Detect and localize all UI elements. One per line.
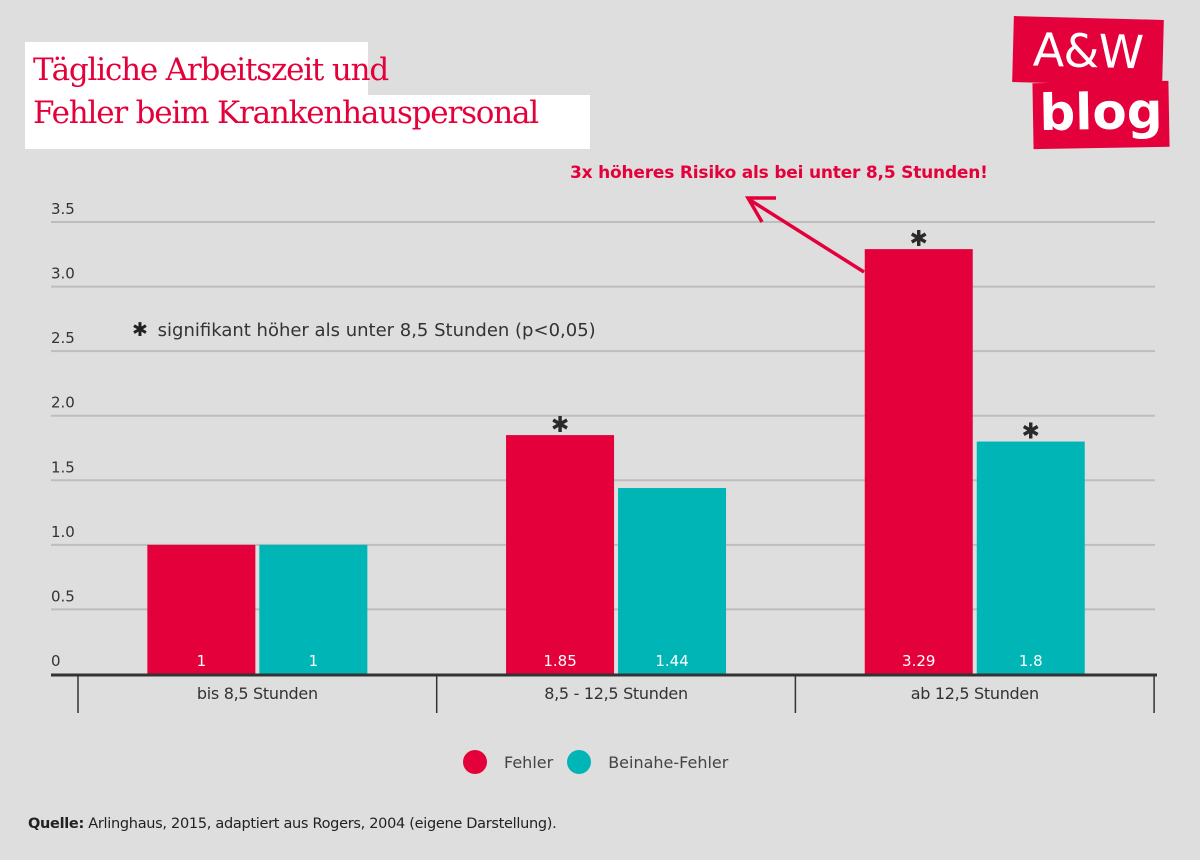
legend-swatch-fehler — [463, 750, 487, 774]
bar-fehler — [147, 544, 256, 674]
bar-beinahe-fehler — [259, 544, 368, 674]
significance-asterisk-icon: ✱ — [551, 413, 569, 438]
source-citation: Quelle: Arlinghaus, 2015, adaptiert aus … — [28, 816, 557, 832]
legend-item-fehler: Fehler — [463, 750, 553, 774]
legend-swatch-beinahe-fehler — [567, 750, 592, 774]
chart-title-line-2: Fehler beim Krankenhauspersonal — [33, 95, 539, 131]
bar-value-label: 1 — [309, 652, 319, 670]
arrow-head-icon — [744, 196, 776, 223]
y-tick-label: 1.5 — [51, 458, 75, 476]
y-tick-label: 1.0 — [51, 523, 75, 541]
y-tick-label: 3.5 — [51, 200, 75, 218]
x-category-label: 8,5 - 12,5 Stunden — [544, 684, 688, 703]
bar-value-label: 1 — [197, 652, 207, 670]
legend-label-fehler: Fehler — [504, 752, 554, 772]
y-tick-label: 0.5 — [51, 587, 75, 605]
y-tick-label: 2.0 — [51, 394, 75, 412]
bar-value-label: 1.85 — [543, 652, 576, 670]
significance-note: ✱ signifikant höher als unter 8,5 Stunde… — [132, 319, 596, 341]
y-tick-label: 2.5 — [51, 329, 75, 347]
legend-label-beinahe-fehler: Beinahe-Fehler — [608, 752, 729, 772]
legend-item-beinahe-fehler: Beinahe-Fehler — [567, 750, 728, 774]
y-axis-tick-labels: 0 0.5 1.0 1.5 2.0 2.5 3.0 3.5 — [51, 200, 75, 670]
title-background-top — [25, 42, 368, 97]
significance-asterisk-icon: ✱ — [1022, 420, 1040, 445]
annotation-arrow — [744, 196, 865, 274]
bar-beinahe-fehler — [976, 441, 1085, 674]
x-category-label: bis 8,5 Stunden — [197, 684, 318, 703]
bars: 1 1 1.85 ✱ 1.44 3.29 ✱ 1.8 ✱ — [147, 227, 1085, 674]
y-tick-label: 3.0 — [51, 265, 75, 283]
asterisk-icon: ✱ — [132, 319, 148, 341]
bar-value-label: 1.8 — [1019, 652, 1043, 670]
x-axis: bis 8,5 Stunden 8,5 - 12,5 Stunden ab 12,5… — [51, 673, 1157, 713]
arrow-shaft — [749, 198, 865, 274]
legend: Fehler Beinahe-Fehler — [463, 750, 742, 774]
x-category-label: ab 12,5 Stunden — [911, 684, 1039, 703]
bar-value-label: 3.29 — [902, 652, 935, 670]
bar-beinahe-fehler — [618, 488, 727, 674]
bar-value-label: 1.44 — [655, 652, 688, 670]
significance-note-text: signifikant höher als unter 8,5 Stunden … — [157, 320, 596, 341]
source-label: Quelle: — [28, 816, 84, 832]
risk-annotation: 3x höheres Risiko als bei unter 8,5 Stun… — [570, 163, 988, 183]
bar-fehler — [506, 435, 615, 674]
bar-fehler — [864, 249, 973, 674]
significance-asterisk-icon: ✱ — [910, 227, 928, 252]
y-tick-label: 0 — [51, 652, 61, 670]
title-background-bottom — [25, 95, 590, 149]
source-text: Arlinghaus, 2015, adaptiert aus Rogers, … — [83, 816, 557, 832]
chart-title-line-1: Tägliche Arbeitszeit und — [33, 52, 389, 88]
